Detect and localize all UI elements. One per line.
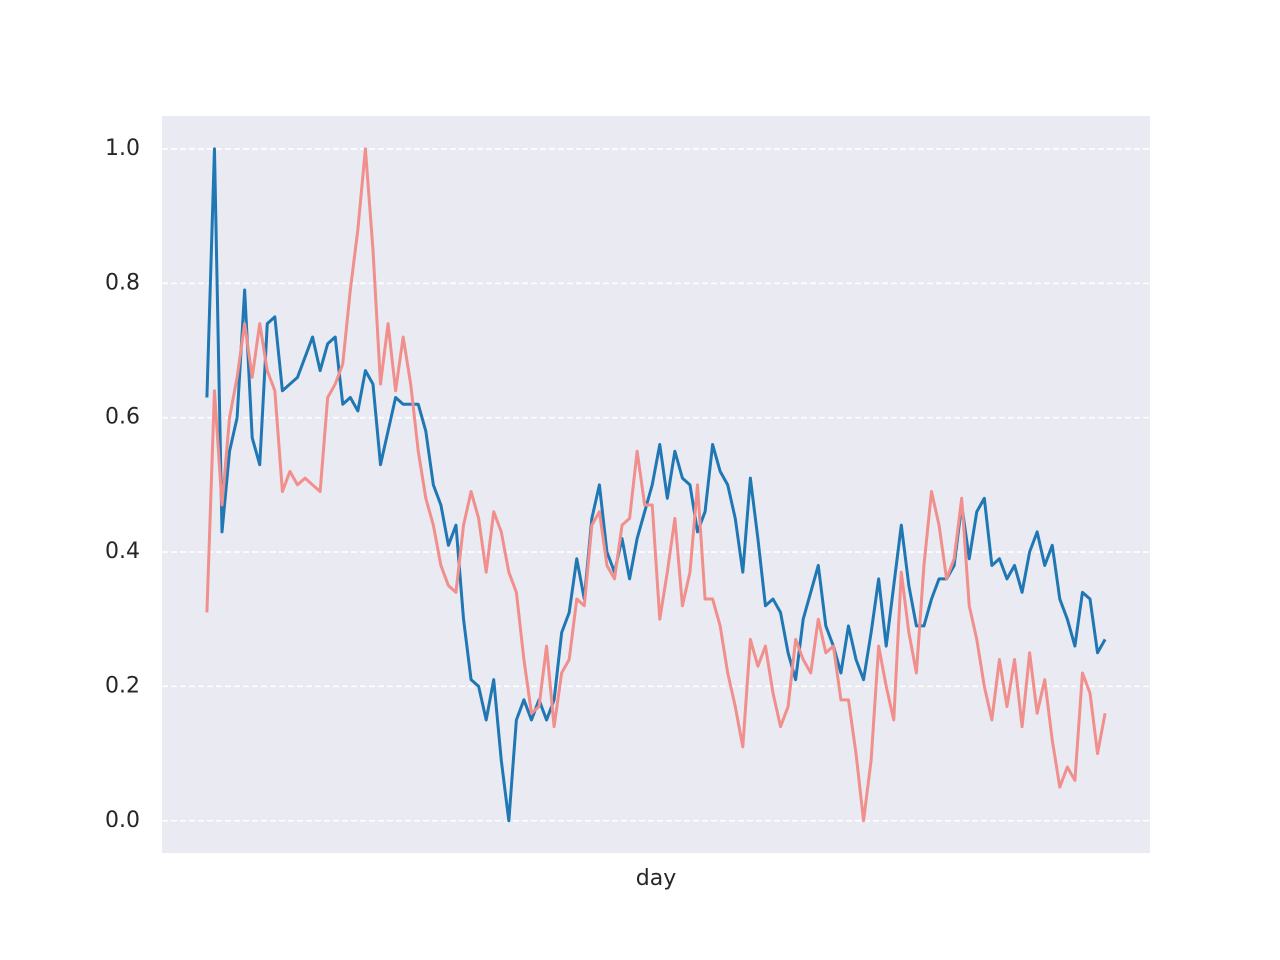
y-tick-label: 0.4 [105, 539, 140, 564]
y-tick-label: 0.8 [105, 270, 140, 295]
series-line [205, 147, 1107, 823]
y-tick-label: 0.2 [105, 673, 140, 698]
y-tick-label: 0.0 [105, 808, 140, 833]
x-axis-label: day [636, 866, 676, 891]
y-tick-label: 1.0 [105, 136, 140, 161]
lines [205, 147, 1107, 823]
plot-area [162, 116, 1150, 853]
y-tick-label: 0.6 [105, 405, 140, 430]
